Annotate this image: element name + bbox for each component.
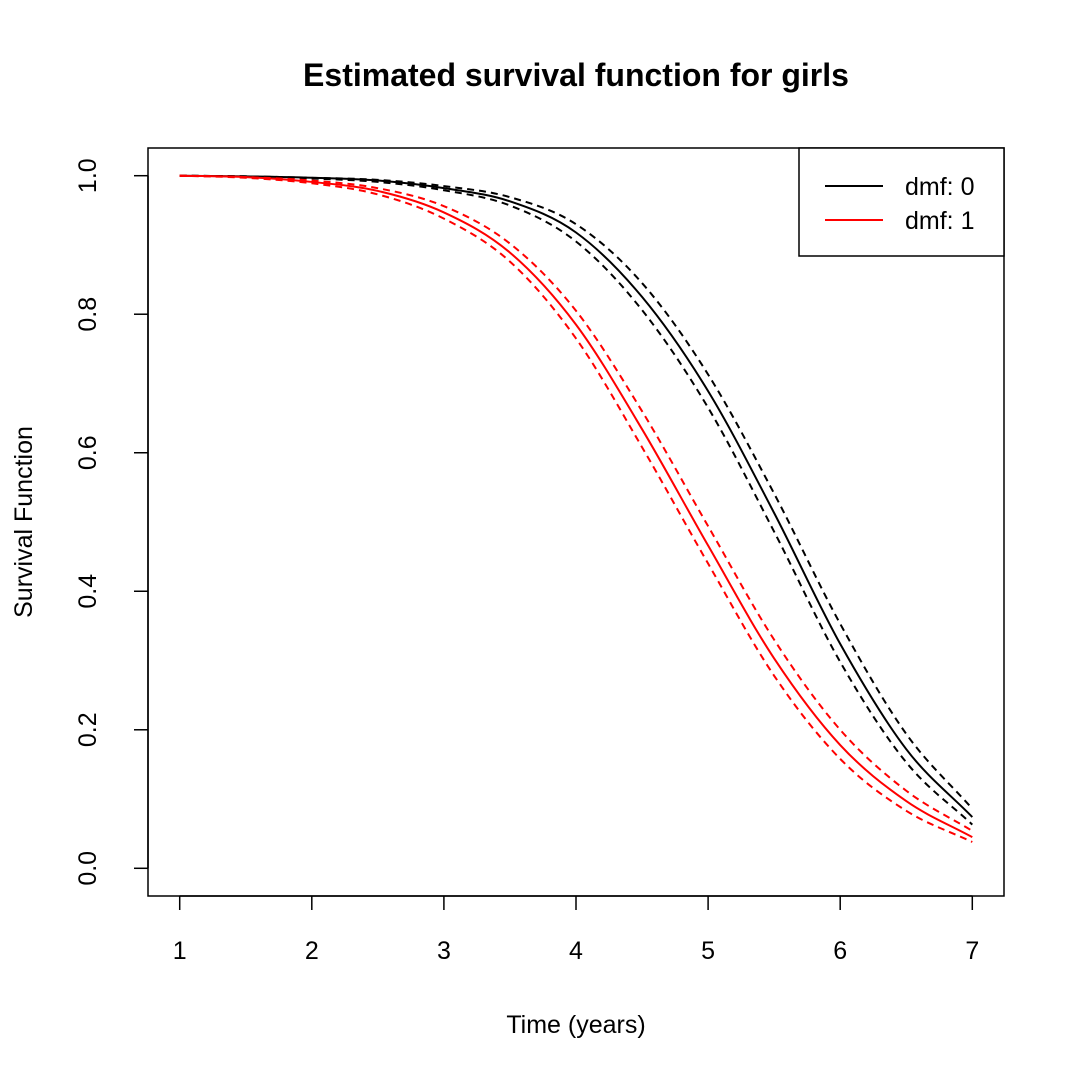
y-axis: 0.0 0.2 0.4 0.6 0.8 1.0 bbox=[74, 158, 149, 886]
series-line-dmf-0-estimate-0 bbox=[179, 174, 974, 818]
legend-box bbox=[798, 147, 1005, 257]
chart-title: Estimated survival function for girls bbox=[303, 57, 849, 93]
y-tick-label: 0.8 bbox=[74, 297, 102, 332]
y-tick-label: 1.0 bbox=[74, 158, 102, 193]
series-line-dmf-0-confidence-band-2 bbox=[179, 174, 973, 826]
x-tick-label: 5 bbox=[701, 937, 715, 965]
series-line-dmf-0-confidence-band-1 bbox=[179, 174, 974, 810]
legend-label-dmf-0: dmf: 0 bbox=[905, 173, 974, 201]
x-tick-label: 1 bbox=[173, 937, 187, 965]
legend: dmf: 0 dmf: 1 bbox=[798, 147, 1005, 257]
legend-label-dmf-1: dmf: 1 bbox=[905, 207, 974, 235]
y-tick-label: 0.6 bbox=[74, 435, 102, 470]
x-tick-label: 7 bbox=[965, 937, 979, 965]
y-tick-label: 0.2 bbox=[74, 712, 102, 747]
y-tick-label: 0.0 bbox=[74, 851, 102, 886]
y-tick-label: 0.4 bbox=[74, 574, 102, 609]
x-axis: 1 2 3 4 5 6 7 bbox=[173, 895, 979, 965]
series-layer bbox=[179, 174, 974, 843]
x-tick-label: 2 bbox=[305, 937, 319, 965]
x-tick-label: 4 bbox=[569, 937, 583, 965]
series-line-dmf-1-estimate-3 bbox=[179, 174, 973, 839]
x-tick-label: 6 bbox=[833, 937, 847, 965]
x-axis-title: Time (years) bbox=[506, 1011, 645, 1039]
x-tick-label: 3 bbox=[437, 937, 451, 965]
y-axis-title: Survival Function bbox=[10, 426, 38, 618]
